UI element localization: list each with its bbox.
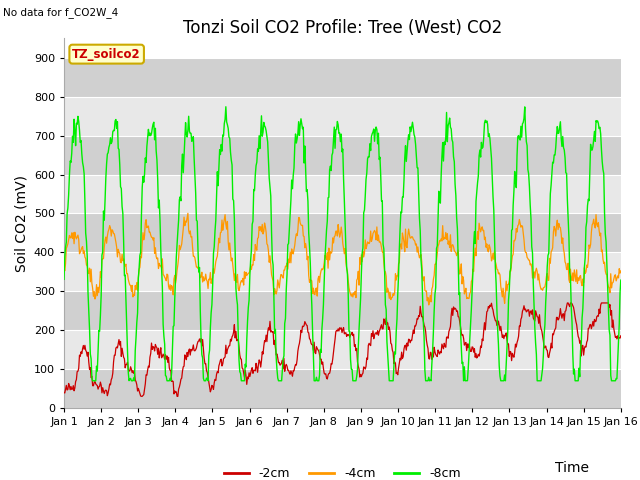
Y-axis label: Soil CO2 (mV): Soil CO2 (mV) xyxy=(14,175,28,272)
Bar xyxy=(64,369,621,408)
Title: Tonzi Soil CO2 Profile: Tree (West) CO2: Tonzi Soil CO2 Profile: Tree (West) CO2 xyxy=(183,19,502,37)
Bar xyxy=(64,330,621,369)
Bar xyxy=(64,175,621,214)
Text: Time: Time xyxy=(555,461,589,475)
Bar xyxy=(64,136,621,175)
Bar xyxy=(64,58,621,97)
Bar xyxy=(64,291,621,330)
Bar xyxy=(64,252,621,291)
Bar xyxy=(64,214,621,252)
Legend: -2cm, -4cm, -8cm: -2cm, -4cm, -8cm xyxy=(219,462,466,480)
Bar xyxy=(64,97,621,136)
Text: TZ_soilco2: TZ_soilco2 xyxy=(72,48,141,60)
Text: No data for f_CO2W_4: No data for f_CO2W_4 xyxy=(3,7,118,18)
